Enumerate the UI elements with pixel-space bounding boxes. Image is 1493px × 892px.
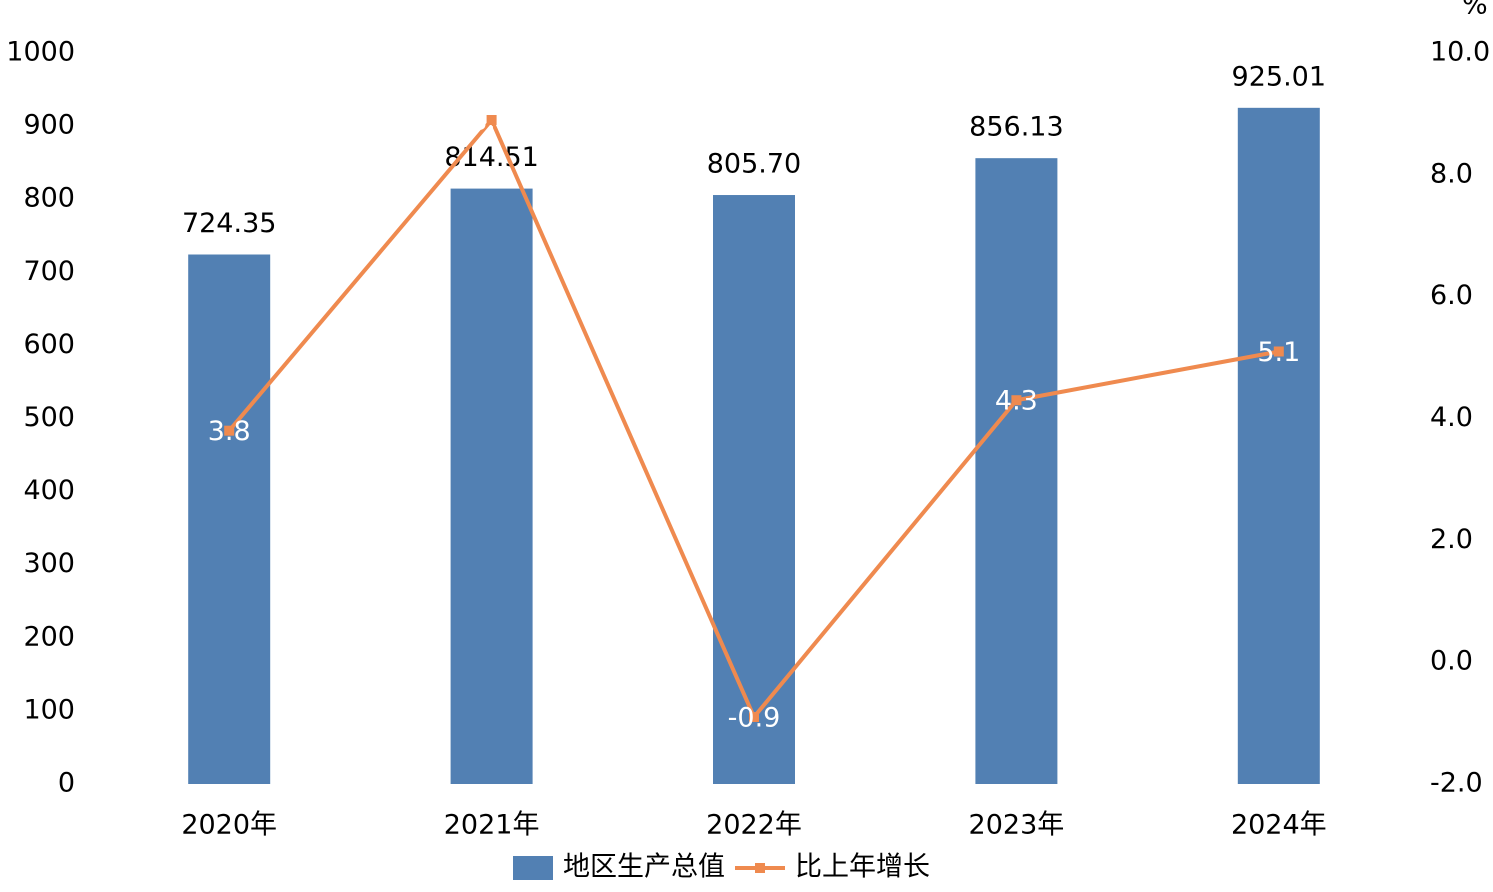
bar [713,195,795,784]
y-tick-label: 0 [58,768,75,799]
line-value-label: 8.9 [470,106,513,137]
x-tick-label: 2022年 [706,810,802,841]
y2-tick-label: -2.0 [1430,768,1483,799]
y-tick-label: 800 [23,183,75,214]
line-value-label: 4.3 [995,386,1038,417]
line-marker [1011,395,1022,406]
line-marker [749,711,759,722]
y2-tick-label: 8.0 [1430,158,1473,189]
y-tick-label: 300 [23,548,75,579]
y-tick-label: 600 [23,329,75,360]
bar-value-label: 925.01 [1232,61,1326,92]
bar-value-label: 724.35 [182,208,276,239]
x-tick-label: 2021年 [444,810,540,841]
bar [450,188,533,784]
line-marker [1273,346,1284,357]
legend-swatch [513,856,553,880]
y2-tick-label: 6.0 [1430,280,1473,311]
y-tick-label: 400 [23,475,75,506]
bar [975,158,1058,785]
y-tick-label: 700 [23,256,75,287]
legend-marker [755,863,765,873]
y-tick-label: 200 [23,621,75,652]
y-tick-label: 900 [23,110,75,141]
y-tick-label: 1000 [6,37,75,68]
y2-tick-label: 0.0 [1430,646,1473,677]
y-tick-label: 500 [23,402,75,433]
line-value-label: 5.1 [1257,337,1300,368]
y2-axis-label: % [1462,0,1488,21]
bar-value-label: 805.70 [707,149,801,180]
y2-tick-label: 2.0 [1430,524,1473,555]
bar [1237,107,1320,784]
x-tick-label: 2024年 [1231,810,1327,841]
legend-label: 比上年增长 [795,852,930,883]
bar [188,254,271,785]
line-value-label: 3.8 [208,416,251,447]
legend-label: 地区生产总值 [563,852,725,883]
x-tick-label: 2020年 [181,810,277,841]
bar-value-label: 856.13 [969,112,1063,143]
y2-tick-label: 10.0 [1430,37,1490,68]
line-value-label: -0.9 [728,702,781,733]
line-marker [224,425,235,436]
line-marker [486,115,497,126]
x-tick-label: 2023年 [969,810,1065,841]
y-tick-label: 100 [23,694,75,725]
y2-tick-label: 4.0 [1430,402,1473,433]
